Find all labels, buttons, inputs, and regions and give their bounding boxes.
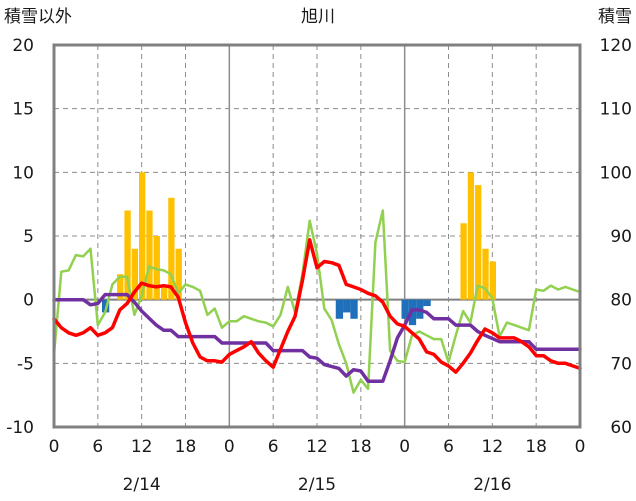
snow-bar [460, 223, 467, 300]
snow-decrease-bar [423, 299, 431, 307]
snow-bar [475, 185, 482, 300]
y-left-tick-label: 0 [23, 291, 34, 311]
y-left-tick-label: 15 [12, 100, 34, 120]
y-left-tick-label: 5 [23, 227, 34, 247]
x-tick-label: 12 [306, 437, 328, 457]
green-series-line [52, 209, 582, 394]
chart-title: 旭川 [301, 7, 335, 27]
y-axis-labels: 20 15 10 5 0 -5 -10 120 110 100 90 80 70 60 [6, 36, 632, 438]
x-tick-label: 0 [575, 437, 586, 457]
y-right-tick-label: 60 [610, 418, 632, 438]
y-left-label: 積雪以外 [4, 7, 72, 27]
date-label: 2/15 [298, 475, 336, 495]
x-tick-label: 0 [224, 437, 235, 457]
x-tick-label: 0 [399, 437, 410, 457]
y-left-tick-label: 20 [12, 36, 34, 56]
x-tick-label: 18 [350, 437, 372, 457]
snow-bar [160, 286, 168, 300]
snow-bar [131, 248, 139, 300]
snow-decrease-bar [401, 299, 409, 319]
y-right-tick-label: 90 [610, 227, 632, 247]
snow-bar [482, 248, 489, 300]
x-tick-label: 18 [175, 437, 197, 457]
snow-bar [168, 197, 175, 300]
y-right-tick-label: 120 [600, 36, 632, 56]
date-label: 2/14 [123, 475, 161, 495]
date-label: 2/16 [473, 475, 511, 495]
snow-decrease-bar [343, 299, 351, 313]
y-right-tick-label: 80 [610, 291, 632, 311]
y-right-tick-label: 70 [610, 354, 632, 374]
y-left-tick-label: -5 [17, 354, 34, 374]
x-tick-label: 6 [268, 437, 279, 457]
snow-bar [117, 274, 124, 300]
snow-decrease-bar [335, 299, 344, 319]
x-tick-label: 0 [49, 437, 60, 457]
purple-series-line [52, 292, 582, 383]
y-right-label: 積雪 [598, 7, 632, 27]
plot-frame [52, 43, 582, 429]
grid [54, 45, 580, 427]
snow-decrease-bar [350, 299, 358, 319]
red-series-line [52, 238, 582, 374]
snow-bar [489, 261, 496, 300]
snow-bar [124, 210, 131, 300]
x-tick-label: 12 [482, 437, 504, 457]
lines [52, 209, 582, 394]
snow-bar [175, 248, 182, 300]
y-right-tick-label: 100 [600, 163, 632, 183]
x-tick-label: 6 [92, 437, 103, 457]
snow-bar [467, 172, 475, 300]
x-tick-label: 18 [525, 437, 547, 457]
y-left-tick-label: 10 [12, 163, 34, 183]
snow-bar [153, 236, 160, 300]
x-tick-label: 6 [443, 437, 454, 457]
x-tick-label: 12 [131, 437, 153, 457]
x-axis-labels: 0 6 12 18 0 6 12 18 0 6 12 18 0 2/14 2/15 2/16 [49, 437, 586, 495]
y-right-tick-label: 110 [600, 100, 632, 120]
snow-bar [139, 172, 146, 300]
y-left-tick-label: -10 [6, 418, 34, 438]
snow-bar [146, 210, 153, 300]
